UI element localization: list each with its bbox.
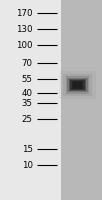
Text: 170: 170	[16, 8, 33, 18]
Text: 40: 40	[22, 88, 33, 98]
Text: 100: 100	[16, 40, 33, 49]
Text: 15: 15	[22, 144, 33, 154]
Bar	[59, 71, 96, 99]
Bar	[73, 82, 82, 88]
Bar	[66, 76, 89, 94]
Bar	[69, 79, 86, 91]
Text: 35: 35	[22, 98, 33, 108]
Bar	[72, 81, 83, 89]
Text: 10: 10	[22, 160, 33, 170]
Bar	[67, 78, 88, 92]
Bar	[70, 80, 85, 90]
Text: 130: 130	[16, 24, 33, 33]
Text: 25: 25	[22, 114, 33, 123]
Text: 55: 55	[22, 74, 33, 84]
Bar	[63, 74, 92, 96]
Bar	[0, 0, 61, 200]
Text: 70: 70	[22, 58, 33, 68]
